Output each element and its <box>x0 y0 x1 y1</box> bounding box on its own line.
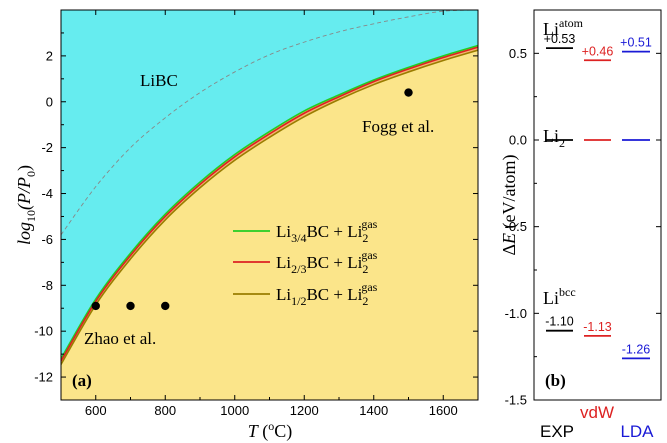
panel-b-levels: +0.53 +0.46 +0.51 -1.10 -1.13 -1.26 <box>544 32 652 360</box>
panel-a-series <box>61 10 478 365</box>
dashed-reference-line <box>61 10 478 236</box>
b-y-tick-label: 0.0 <box>509 133 527 148</box>
series-line-li1-2bc-li2gas <box>61 49 478 365</box>
level-title-li-bcc: Libcc <box>543 285 576 308</box>
y-tick-label: 2 <box>46 48 53 63</box>
x-tick-label: 1000 <box>220 403 249 418</box>
column-label-vdw: vdW <box>580 403 614 422</box>
annotation-zhao: Zhao et al. <box>84 329 156 348</box>
y-tick-label: -12 <box>34 370 53 385</box>
level-value-li-atom-exp: +0.53 <box>544 32 576 46</box>
level-value-li-bcc-lda: -1.26 <box>622 342 651 356</box>
x-tick-label: 600 <box>85 403 107 418</box>
panel-a-chart: 600 800 1000 1200 1400 1600 -12 -10 -8 -6 -4 -2 0 2 L… <box>14 9 479 442</box>
y-tick-label: -10 <box>34 324 53 339</box>
panel-a-x-axis-label: T (oC) <box>248 419 293 442</box>
b-y-tick-label: 0.5 <box>509 46 527 61</box>
series-line-li3-4bc-li2gas <box>61 44 478 360</box>
panel-a-tag: (a) <box>72 371 92 390</box>
b-y-tick-label: -1.5 <box>505 393 527 408</box>
level-value-li-atom-vdw: +0.46 <box>582 44 614 58</box>
panel-b-column-labels: EXP vdW LDA <box>540 403 654 441</box>
lower-region-fill <box>61 50 478 400</box>
panel-b-tag: (b) <box>545 371 566 390</box>
y-tick-label: 0 <box>46 94 53 109</box>
y-tick-label: -6 <box>41 232 53 247</box>
region-label-libc: LiBC <box>140 71 178 90</box>
panel-a-legend: Li3/4BC + Li2gas Li2/3BC + Li2gas Li1/2B… <box>233 217 378 308</box>
column-label-lda: LDA <box>620 422 654 441</box>
legend-label-li23bc: Li2/3BC + Li2gas <box>276 248 378 276</box>
b-y-tick-label: -1.0 <box>505 306 527 321</box>
data-point-fogg-et-al <box>404 88 413 97</box>
x-tick-label: 1600 <box>429 403 458 418</box>
level-title-li2: Li2 <box>543 126 565 150</box>
panel-a-ticks: 600 800 1000 1200 1400 1600 -12 -10 -8 -6 -4 -2 0 2 <box>34 10 479 418</box>
x-tick-label: 1200 <box>290 403 319 418</box>
legend-label-li34bc: Li3/4BC + Li2gas <box>276 217 378 245</box>
x-tick-label: 800 <box>154 403 176 418</box>
data-point-zhao-et-al <box>91 301 100 311</box>
legend-label-li12bc: Li1/2BC + Li2gas <box>276 280 378 308</box>
data-point-zhao-et-al <box>126 301 135 311</box>
column-label-exp: EXP <box>540 422 574 441</box>
b-y-tick-label: -0.5 <box>505 219 527 234</box>
panel-a-points <box>91 88 413 311</box>
level-title-li-atom: Liatom <box>543 16 584 39</box>
y-tick-label: -4 <box>41 186 53 201</box>
x-tick-label: 1400 <box>359 403 388 418</box>
level-value-li-bcc-exp: -1.10 <box>545 315 574 329</box>
panel-b-ticks: -1.5 -1.0 -0.5 0.0 0.5 <box>505 9 661 408</box>
y-tick-label: -8 <box>41 278 53 293</box>
level-value-li-bcc-vdw: -1.13 <box>583 320 612 334</box>
level-value-li-atom-lda: +0.51 <box>620 36 652 50</box>
panel-b-y-axis-label: ΔE (eV/atom) <box>499 154 520 255</box>
panel-a-y-axis-label: log10(P/P0) <box>14 165 38 245</box>
data-point-zhao-et-al <box>161 301 170 311</box>
series-line-li2-3bc-li2gas <box>61 46 478 362</box>
annotation-fogg: Fogg et al. <box>362 117 434 136</box>
y-tick-label: -2 <box>41 140 53 155</box>
panel-b-chart: -1.5-1.0-0.50.00.5 +0.53+0.46+0.51-1.10-… <box>499 9 662 441</box>
